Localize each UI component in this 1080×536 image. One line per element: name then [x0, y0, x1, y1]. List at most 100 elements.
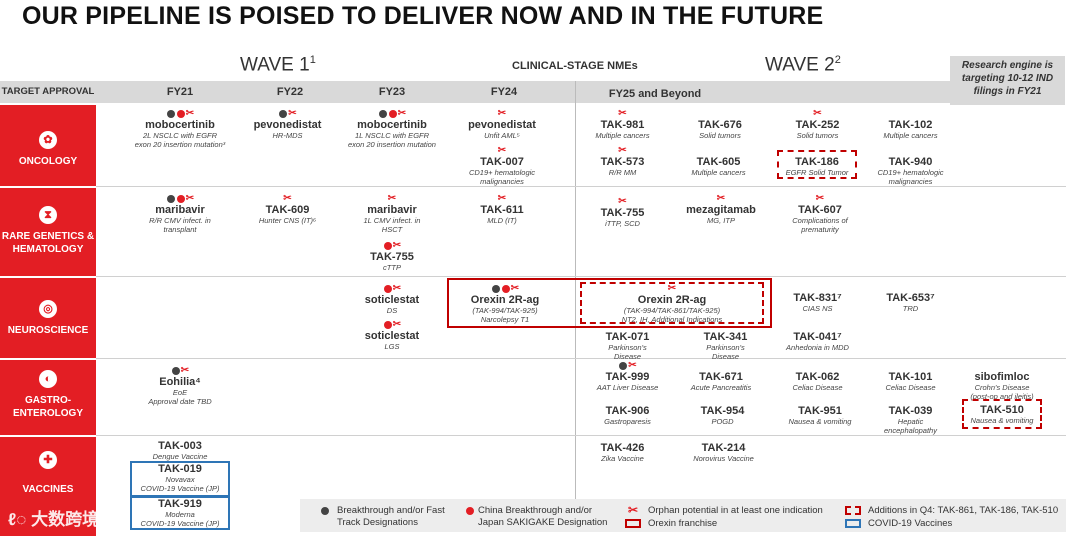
- pipeline-item-tak-573: ✂ TAK-573 R/R MM: [600, 145, 645, 177]
- pipeline-item-tak-102: TAK-102 Multiple cancers: [883, 119, 938, 140]
- pipeline-item-soticlestat-ds: ✂ soticlestat DS: [364, 283, 420, 315]
- dna-icon: ✂: [667, 283, 677, 295]
- dna-icon: ✂: [813, 108, 822, 120]
- page-title: OUR PIPELINE IS POISED TO DELIVER NOW AN…: [22, 2, 824, 30]
- pipeline-item-tak-951: TAK-951 Nausea & vomiting: [788, 405, 852, 426]
- pipeline-item-tak-607: ✂ TAK-607 Complications of prematurity: [792, 193, 848, 234]
- china-breakthrough-dot: [388, 109, 397, 118]
- neuro-label: NEUROSCIENCE: [7, 325, 89, 336]
- legend-covid-swatch: [845, 519, 861, 528]
- wave1-label: WAVE 11: [240, 54, 316, 76]
- legend-additions-swatch: [845, 506, 861, 515]
- dna-icon: ✂: [392, 319, 402, 331]
- pipeline-item-pevonedistat-fy24: ✂ pevonedistat Unfit AML⁵: [468, 108, 536, 140]
- legend-breakthrough-dot: [321, 507, 329, 515]
- pipeline-item-tak-186: TAK-186 EGFR Solid Tumor: [785, 156, 849, 177]
- covid-vaccine-box: [130, 496, 230, 530]
- pipeline-item-tak-755-fy23: ✂ TAK-755 cTTP: [370, 240, 414, 272]
- china-breakthrough-dot: [383, 320, 392, 329]
- gastro-label-line2: ENTEROLOGY: [12, 408, 83, 419]
- dna-icon: ✂: [815, 193, 825, 205]
- pipeline-item-mobocertinib-fy21: ✂ mobocertinib 2L NSCLC with EGFR exon 2…: [134, 108, 226, 149]
- pipeline-item-tak-676: TAK-676 Solid tumors: [698, 119, 742, 140]
- pipeline-item-tak-341: TAK-341 Parkinson's Disease: [703, 331, 748, 361]
- legend-orexin-swatch: [625, 519, 641, 528]
- pipeline-item-tak-611: ✂ TAK-611 MLD (IT): [480, 193, 524, 225]
- china-breakthrough-dot: [383, 241, 392, 250]
- gastro-label-line1: GASTRO-: [24, 395, 72, 406]
- dna-icon: ✂: [387, 193, 397, 205]
- pipeline-item-tak-071: TAK-071 Parkinson's Disease: [605, 331, 650, 361]
- pipeline-item-pevonedistat-fy22: ✂ pevonedistat HR-MDS: [253, 108, 322, 140]
- pipeline-item-eohilia: ✂ Eohilia⁴ EoE Approval date TBD: [148, 365, 212, 406]
- pipeline-item-tak-671: TAK-671 Acute Pancreatitis: [690, 371, 752, 392]
- legend: [300, 499, 1066, 532]
- pipeline-item-tak-039: TAK-039 Hepatic encephalopathy: [884, 405, 937, 435]
- dna-icon: ✂: [628, 360, 637, 372]
- pipeline-item-mezagitamab: ✂ mezagitamab MG, ITP: [686, 193, 756, 225]
- watermark-logo-icon: ℓ◌: [8, 510, 32, 529]
- china-breakthrough-dot: [383, 284, 392, 293]
- pipeline-item-tak-605: TAK-605 Multiple cancers: [691, 156, 746, 177]
- row-separator: [96, 358, 1066, 359]
- breakthrough-dot: [166, 194, 175, 203]
- q4-addition-box: [777, 150, 857, 179]
- dna-icon: ✂: [716, 193, 726, 205]
- breakthrough-dot: [166, 109, 175, 118]
- dna-icon: ✂: [618, 196, 627, 208]
- watermark: ℓ◌ 大数跨境: [8, 510, 100, 529]
- category-vaccines: ✚ VACCINES: [0, 437, 96, 536]
- category-oncology: ✿ ONCOLOGY: [0, 105, 96, 186]
- china-breakthrough-dot: [501, 284, 510, 293]
- dna-icon: ✂: [283, 193, 292, 205]
- legend-covid: COVID-19 Vaccines: [868, 518, 953, 529]
- pipeline-item-tak-653: TAK-653⁷ TRD: [886, 292, 935, 313]
- row-separator: [96, 186, 1066, 187]
- pipeline-item-sibofimloc: sibofimloc Crohn's Disease (post-op and …: [970, 371, 1034, 401]
- fy22-header: FY22: [276, 86, 304, 98]
- dna-icon: ✂: [497, 145, 507, 157]
- oncology-label: ONCOLOGY: [18, 156, 78, 167]
- wave2-label: WAVE 22: [765, 54, 841, 76]
- dna-icon: ✂: [397, 108, 407, 120]
- china-breakthrough-dot: [176, 109, 185, 118]
- pipeline-item-tak-981: ✂ TAK-981 Multiple cancers: [595, 108, 650, 140]
- legend-additions: Additions in Q4: TAK-861, TAK-186, TAK-5…: [868, 505, 1059, 516]
- stomach-icon: ◐: [39, 370, 57, 388]
- pipeline-item-tak-609: ✂ TAK-609 Hunter CNS (IT)⁶: [258, 193, 317, 225]
- legend-dna-icon: ✂: [628, 503, 639, 517]
- breakthrough-dot: [378, 109, 387, 118]
- pipeline-item-soticlestat-lgs: ✂ soticlestat LGS: [364, 319, 420, 351]
- column-divider: [575, 81, 576, 531]
- dna-icon: ✂: [185, 108, 195, 120]
- pipeline-item-tak-755-fy25: ✂ TAK-755 iTTP, SCD: [600, 196, 645, 228]
- syringe-icon: ✚: [39, 451, 57, 469]
- pipeline-item-orexin-fy24: ✂ Orexin 2R-ag (TAK-994/TAK-925) Narcole…: [470, 283, 540, 324]
- rare-label-line1: RARE GENETICS &: [1, 231, 95, 242]
- legend-china: China Breakthrough and/or Japan SAKIGAKE …: [478, 505, 608, 528]
- oncology-icon: ✿: [39, 131, 57, 149]
- dna-icon: ✂: [510, 283, 520, 295]
- orexin-franchise-box: [447, 278, 772, 328]
- pipeline-item-maribavir-fy21: ✂ maribavir R/R CMV infect. in transplan…: [149, 193, 211, 234]
- pipeline-item-maribavir-fy23: ✂ maribavir 1L CMV infect. in HSCT: [363, 193, 421, 234]
- legend-orphan: Orphan potential in at least one indicat…: [648, 505, 823, 516]
- pipeline-item-tak-906: TAK-906 Gastroparesis: [604, 405, 651, 426]
- pipeline-item-tak-999: ✂ TAK-999 AAT Liver Disease: [596, 360, 659, 392]
- breakthrough-dot: [171, 366, 180, 375]
- pipeline-item-tak-919: TAK-919 Moderna COVID-19 Vaccine (JP): [140, 498, 220, 528]
- pipeline-item-tak-510: TAK-510 Nausea & vomiting: [970, 404, 1034, 425]
- fy24-header: FY24: [490, 86, 518, 98]
- rare-label-line2: HEMATOLOGY: [12, 244, 84, 255]
- dna-icon: ✂: [392, 283, 402, 295]
- breakthrough-dot: [491, 284, 500, 293]
- breakthrough-dot: [279, 109, 288, 118]
- dna-icon: ✂: [497, 108, 507, 120]
- fy23-header: FY23: [378, 86, 406, 98]
- q4-addition-box: [962, 399, 1042, 429]
- header-band: [0, 81, 950, 103]
- dna-icon: ✂: [618, 145, 627, 157]
- pipeline-item-tak-940: TAK-940 CD19+ hematologic malignancies: [877, 156, 944, 186]
- category-neuroscience: ◎ NEUROSCIENCE: [0, 278, 96, 358]
- pipeline-item-tak-101: TAK-101 Celiac Disease: [885, 371, 936, 392]
